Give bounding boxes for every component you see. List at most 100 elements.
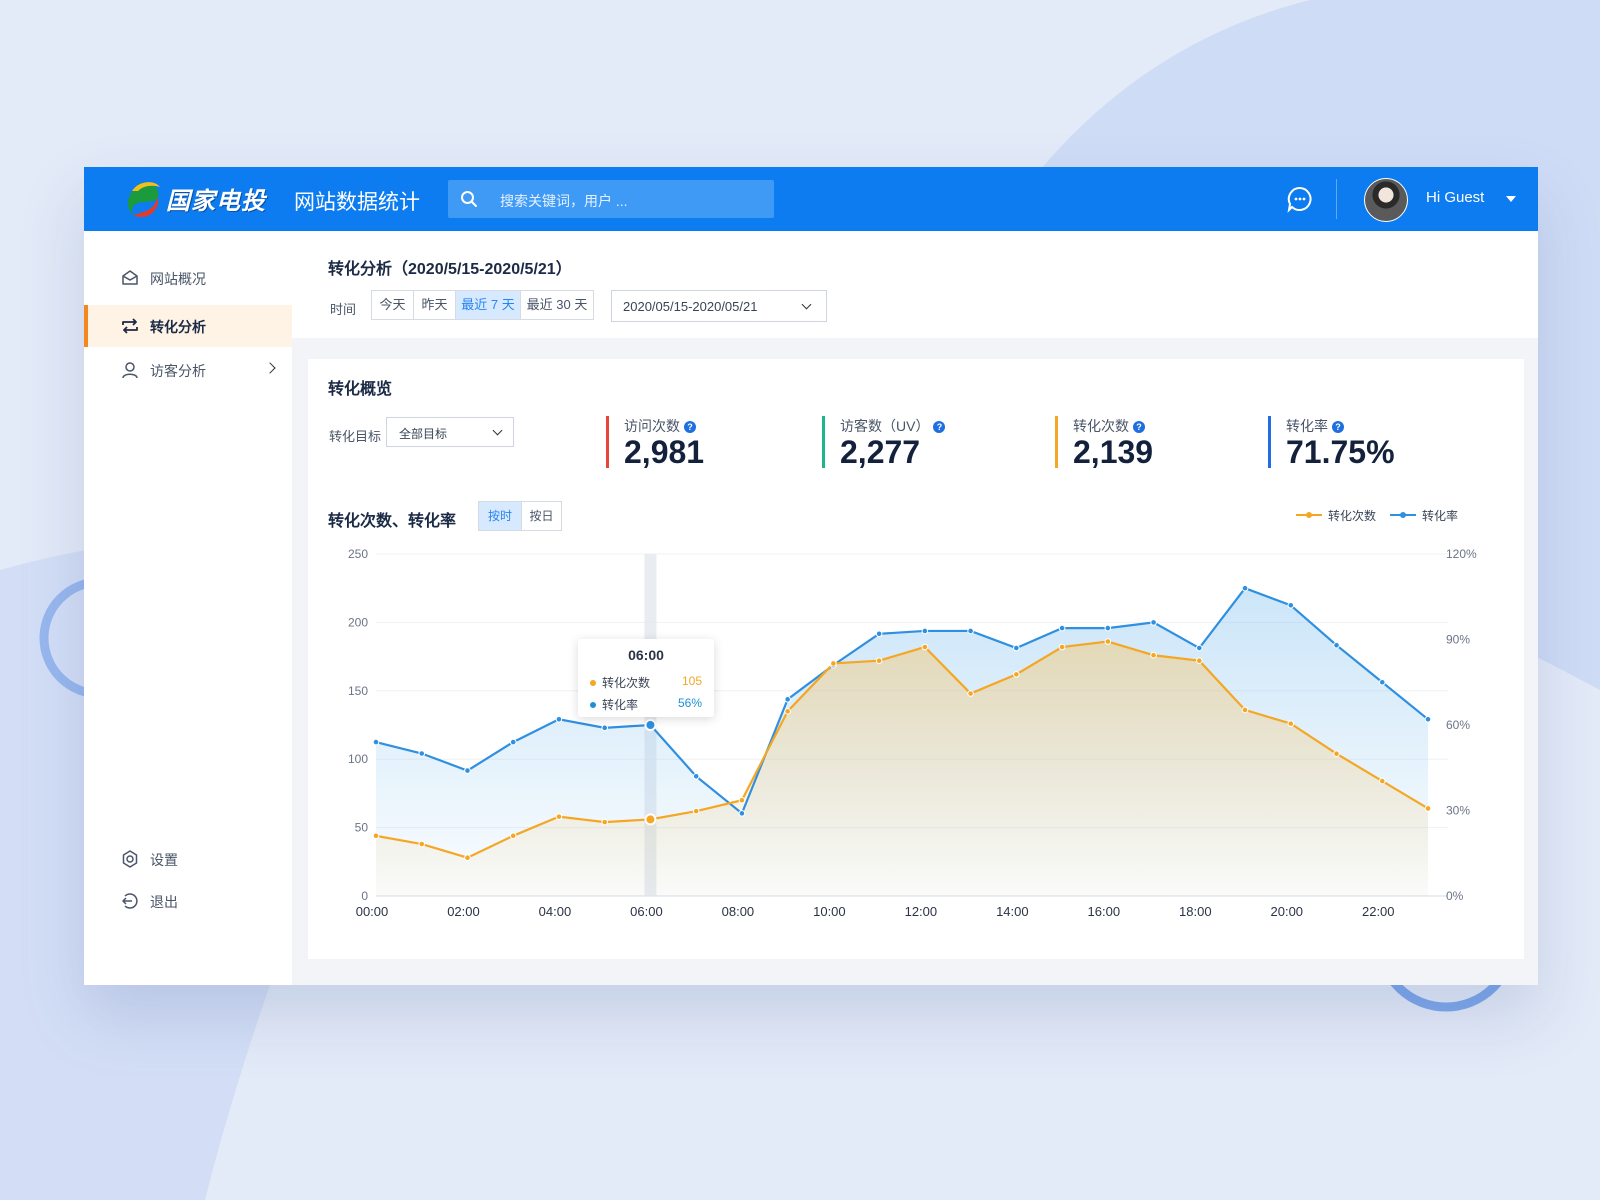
x-tick-label: 12:00 bbox=[905, 904, 938, 919]
help-icon[interactable]: ? bbox=[1332, 421, 1344, 433]
data-point-conversions bbox=[601, 818, 608, 826]
data-point-rate bbox=[1150, 619, 1157, 626]
topbar-divider bbox=[1336, 179, 1337, 219]
data-point-rate bbox=[921, 627, 929, 635]
sidebar-item-label: 设置 bbox=[150, 852, 178, 868]
x-tick-label: 10:00 bbox=[813, 904, 846, 919]
goal-select[interactable]: 全部目标 bbox=[386, 417, 514, 447]
sidebar-item-conversion[interactable]: 转化分析 bbox=[84, 305, 292, 347]
stat-accent-bar bbox=[822, 416, 825, 468]
data-point-rate bbox=[418, 750, 426, 757]
data-point-conversions bbox=[1150, 651, 1157, 659]
chart-title: 转化次数、转化率 bbox=[328, 513, 457, 530]
data-point-rate bbox=[1196, 644, 1203, 652]
series-line-conversions bbox=[375, 640, 1429, 859]
time-label: 时间 bbox=[330, 302, 357, 317]
caret-down-icon[interactable] bbox=[1506, 196, 1516, 202]
data-point-rate bbox=[1241, 584, 1249, 592]
stat-value: 2,981 bbox=[624, 434, 705, 470]
chevron-right-icon bbox=[264, 362, 276, 374]
search-input[interactable]: 搜索关键词，用户 ... bbox=[448, 180, 774, 218]
x-tick-label: 20:00 bbox=[1271, 904, 1304, 919]
mail-open-icon bbox=[122, 270, 138, 285]
logo-mark-icon bbox=[127, 182, 160, 217]
help-icon[interactable]: ? bbox=[684, 421, 696, 433]
page-title: 转化分析（2020/5/15-2020/5/21） bbox=[328, 261, 572, 278]
data-point-conversions bbox=[509, 832, 517, 840]
data-point-rate bbox=[738, 810, 746, 817]
data-point-conversions bbox=[1013, 671, 1020, 678]
sidebar-item-visitors[interactable]: 访客分析 bbox=[84, 349, 292, 391]
data-point-conversions bbox=[644, 813, 657, 826]
data-point-rate bbox=[1287, 602, 1295, 609]
sidebar-item-label: 退出 bbox=[150, 894, 178, 910]
toggle-by-day[interactable]: 按日 bbox=[521, 501, 562, 531]
chart-tooltip: 06:00 转化次数 105 转化率 56% bbox=[578, 639, 714, 717]
help-icon[interactable]: ? bbox=[1133, 421, 1145, 433]
legend-item-rate[interactable]: 转化率 bbox=[1390, 507, 1458, 524]
x-tick-label: 08:00 bbox=[722, 904, 755, 919]
date-range-select[interactable]: 2020/05/15-2020/05/21 bbox=[611, 290, 827, 322]
x-tick-label: 16:00 bbox=[1088, 904, 1121, 919]
help-icon[interactable]: ? bbox=[933, 421, 946, 433]
data-point-rate bbox=[875, 630, 883, 638]
app-window: 国家电投 网站数据统计 搜索关键词，用户 ... Hi Guest 网站概况 bbox=[84, 167, 1538, 985]
avatar[interactable] bbox=[1364, 178, 1408, 222]
tooltip-label: 转化率 bbox=[602, 698, 639, 712]
tooltip-value: 56% bbox=[677, 696, 702, 710]
data-point-conversions bbox=[738, 796, 746, 804]
toggle-by-hour[interactable]: 按时 bbox=[478, 501, 522, 531]
data-point-rate bbox=[464, 767, 471, 774]
stat-value: 71.75% bbox=[1286, 434, 1395, 470]
sidebar-item-settings[interactable]: 设置 bbox=[84, 838, 292, 880]
data-point-conversions bbox=[1333, 750, 1340, 758]
date-range-value: 2020/05/15-2020/05/21 bbox=[623, 299, 758, 314]
line-chart: 0 50 100 150 200 250 0% 30% 60% 90% 120% 00:00 02:00… bbox=[348, 547, 1477, 919]
series-dot bbox=[590, 680, 596, 686]
stat-label: 转化率 bbox=[1286, 418, 1328, 434]
stat-accent-bar bbox=[1268, 416, 1271, 468]
data-point-conversions bbox=[418, 840, 426, 848]
chat-icon[interactable] bbox=[1286, 185, 1314, 213]
top-bar: 国家电投 网站数据统计 搜索关键词，用户 ... Hi Guest bbox=[84, 167, 1538, 231]
conversion-card: 转化概览 转化目标 全部目标 访问次数? 2,981 访客数（UV）? 2,27… bbox=[308, 359, 1524, 959]
logout-icon bbox=[122, 893, 138, 909]
sidebar-item-logout[interactable]: 退出 bbox=[84, 880, 292, 922]
gear-icon bbox=[122, 850, 138, 868]
data-point-conversions bbox=[921, 643, 929, 651]
search-placeholder: 搜索关键词，用户 ... bbox=[500, 193, 628, 209]
legend-item-conversions[interactable]: 转化次数 bbox=[1296, 507, 1376, 524]
x-tick-label: 06:00 bbox=[630, 904, 663, 919]
data-point-conversions bbox=[967, 690, 974, 697]
y-right-tick-label: 90% bbox=[1446, 633, 1470, 647]
range-7days-button[interactable]: 最近 7 天 bbox=[455, 290, 521, 320]
range-yesterday-button[interactable]: 昨天 bbox=[413, 290, 456, 320]
y-right-tick-label: 0% bbox=[1446, 889, 1464, 903]
y-left-tick-label: 250 bbox=[348, 547, 368, 561]
range-30days-button[interactable]: 最近 30 天 bbox=[520, 290, 594, 320]
range-today-button[interactable]: 今天 bbox=[371, 290, 414, 320]
y-right-tick-label: 60% bbox=[1446, 718, 1470, 732]
user-name[interactable]: Hi Guest bbox=[1426, 189, 1485, 206]
data-point-rate bbox=[555, 716, 563, 723]
data-point-rate bbox=[784, 696, 791, 703]
x-tick-label: 14:00 bbox=[996, 904, 1029, 919]
tooltip-time: 06:00 bbox=[628, 647, 664, 663]
data-point-rate bbox=[372, 738, 380, 746]
stat-label: 转化次数 bbox=[1073, 418, 1129, 434]
data-point-conversions bbox=[1196, 657, 1203, 665]
user-icon bbox=[122, 362, 138, 379]
data-point-conversions bbox=[875, 657, 883, 665]
series-area-conversions bbox=[376, 641, 1428, 896]
x-tick-label: 02:00 bbox=[447, 904, 480, 919]
stat-label: 访客数（UV） bbox=[840, 418, 930, 434]
goal-value: 全部目标 bbox=[399, 427, 448, 441]
legend-label: 转化率 bbox=[1422, 509, 1459, 523]
x-tick-label: 18:00 bbox=[1179, 904, 1212, 919]
sidebar-item-overview[interactable]: 网站概况 bbox=[84, 257, 292, 299]
filter-panel: 转化分析（2020/5/15-2020/5/21） 时间 今天 昨天 最近 7 … bbox=[292, 231, 1538, 338]
y-left-tick-label: 100 bbox=[348, 752, 368, 766]
legend-swatch bbox=[1296, 512, 1322, 518]
goal-label: 转化目标 bbox=[329, 429, 382, 444]
data-point-rate bbox=[1013, 644, 1020, 652]
